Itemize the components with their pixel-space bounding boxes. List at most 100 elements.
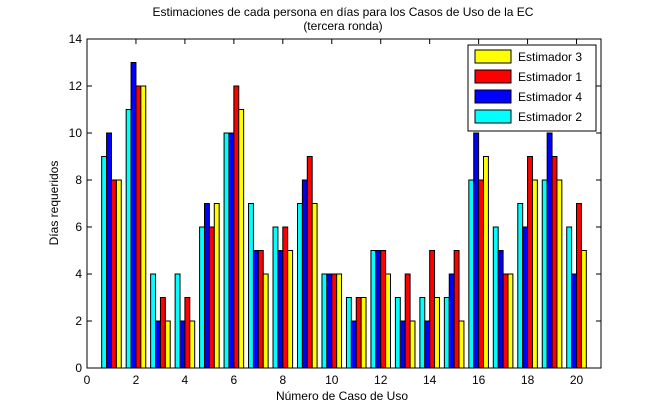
bar — [576, 203, 582, 369]
y-tick-label: 14 — [69, 32, 83, 46]
bar — [409, 320, 416, 369]
x-tick-label: 6 — [231, 373, 238, 387]
bar — [174, 273, 181, 369]
y-tick-label: 10 — [69, 126, 83, 140]
y-tick-label: 2 — [75, 314, 82, 328]
y-tick-label: 8 — [75, 173, 82, 187]
axes: 0 2 4 6 8 10 12 14 16 18 20 0 2 4 6 8 10 12 14 — [69, 32, 602, 387]
chart-subtitle: (tercera ronda) — [303, 19, 382, 33]
bar — [419, 297, 426, 369]
x-tick-label: 0 — [84, 373, 91, 387]
bar — [164, 320, 171, 369]
bar — [443, 297, 450, 369]
bar — [531, 179, 538, 369]
y-tick-label: 12 — [69, 79, 83, 93]
bar — [345, 297, 352, 369]
bar — [492, 226, 499, 369]
bar — [424, 320, 431, 369]
bar — [434, 297, 440, 369]
legend-label: Estimador 1 — [518, 70, 582, 84]
bar — [277, 250, 284, 369]
legend-label: Estimador 3 — [518, 50, 582, 64]
bar — [106, 132, 112, 369]
bar — [355, 297, 362, 369]
bar — [213, 203, 220, 369]
legend: Estimador 3 Estimador 1 Estimador 4 Estimad… — [467, 44, 597, 132]
bar — [551, 156, 558, 369]
bar — [184, 297, 191, 369]
x-tick-label: 4 — [182, 373, 189, 387]
bar — [404, 273, 411, 369]
bar — [541, 179, 548, 369]
bar — [556, 179, 563, 369]
bar — [233, 85, 240, 369]
bar — [468, 179, 475, 369]
bar — [385, 273, 392, 369]
legend-label: Estimador 4 — [518, 90, 582, 104]
y-axis-label: Días requeridos — [47, 161, 61, 246]
bar — [228, 132, 235, 369]
x-tick-label: 12 — [374, 373, 388, 387]
bar — [580, 250, 587, 369]
bar — [571, 273, 578, 369]
bar — [502, 273, 509, 369]
axes-frame — [86, 38, 602, 369]
bar — [287, 250, 294, 369]
bar — [262, 273, 269, 369]
y-tick-label: 6 — [75, 220, 82, 234]
x-tick-label: 10 — [325, 373, 339, 387]
bar — [252, 250, 259, 369]
bar — [321, 273, 328, 369]
bar — [566, 226, 573, 369]
bar — [272, 226, 279, 369]
bar — [257, 250, 264, 369]
bar — [223, 132, 230, 369]
bar — [546, 132, 553, 369]
x-tick-label: 20 — [570, 373, 584, 387]
bar — [478, 179, 485, 369]
bar — [473, 132, 480, 369]
bar — [326, 273, 333, 369]
bar — [527, 156, 533, 369]
x-tick-label: 8 — [279, 373, 286, 387]
bar — [189, 320, 196, 369]
bar — [507, 273, 514, 369]
bar — [125, 109, 132, 369]
bar — [394, 297, 401, 369]
bar — [159, 297, 166, 369]
bar — [375, 250, 382, 369]
bar — [199, 226, 205, 369]
bar — [248, 203, 254, 369]
bar — [370, 250, 377, 369]
x-tick-label: 18 — [521, 373, 535, 387]
bar — [155, 320, 161, 369]
bar — [522, 226, 529, 369]
legend-label: Estimador 2 — [518, 110, 582, 124]
legend-swatch — [474, 69, 512, 84]
legend-swatch — [474, 49, 512, 64]
bar — [130, 62, 137, 369]
bar — [336, 273, 343, 369]
bar — [208, 226, 215, 369]
bar — [380, 250, 387, 369]
x-tick-label: 2 — [133, 373, 140, 387]
bar — [238, 109, 245, 369]
bar — [517, 203, 524, 369]
chart-title: Estimaciones de cada persona en días par… — [153, 5, 534, 19]
x-axis-label: Número de Caso de Uso — [276, 389, 408, 403]
bar — [360, 297, 367, 369]
bar — [453, 250, 460, 369]
bar — [448, 273, 455, 369]
legend-swatch — [474, 109, 512, 124]
bar — [101, 156, 108, 369]
legend-swatch — [474, 89, 512, 104]
bar — [311, 203, 318, 369]
bar — [497, 250, 504, 369]
bar — [150, 273, 157, 369]
bar — [282, 226, 289, 369]
x-tick-label: 14 — [423, 373, 437, 387]
bar — [350, 320, 357, 369]
bar — [306, 156, 313, 369]
y-tick-label: 4 — [75, 267, 82, 281]
